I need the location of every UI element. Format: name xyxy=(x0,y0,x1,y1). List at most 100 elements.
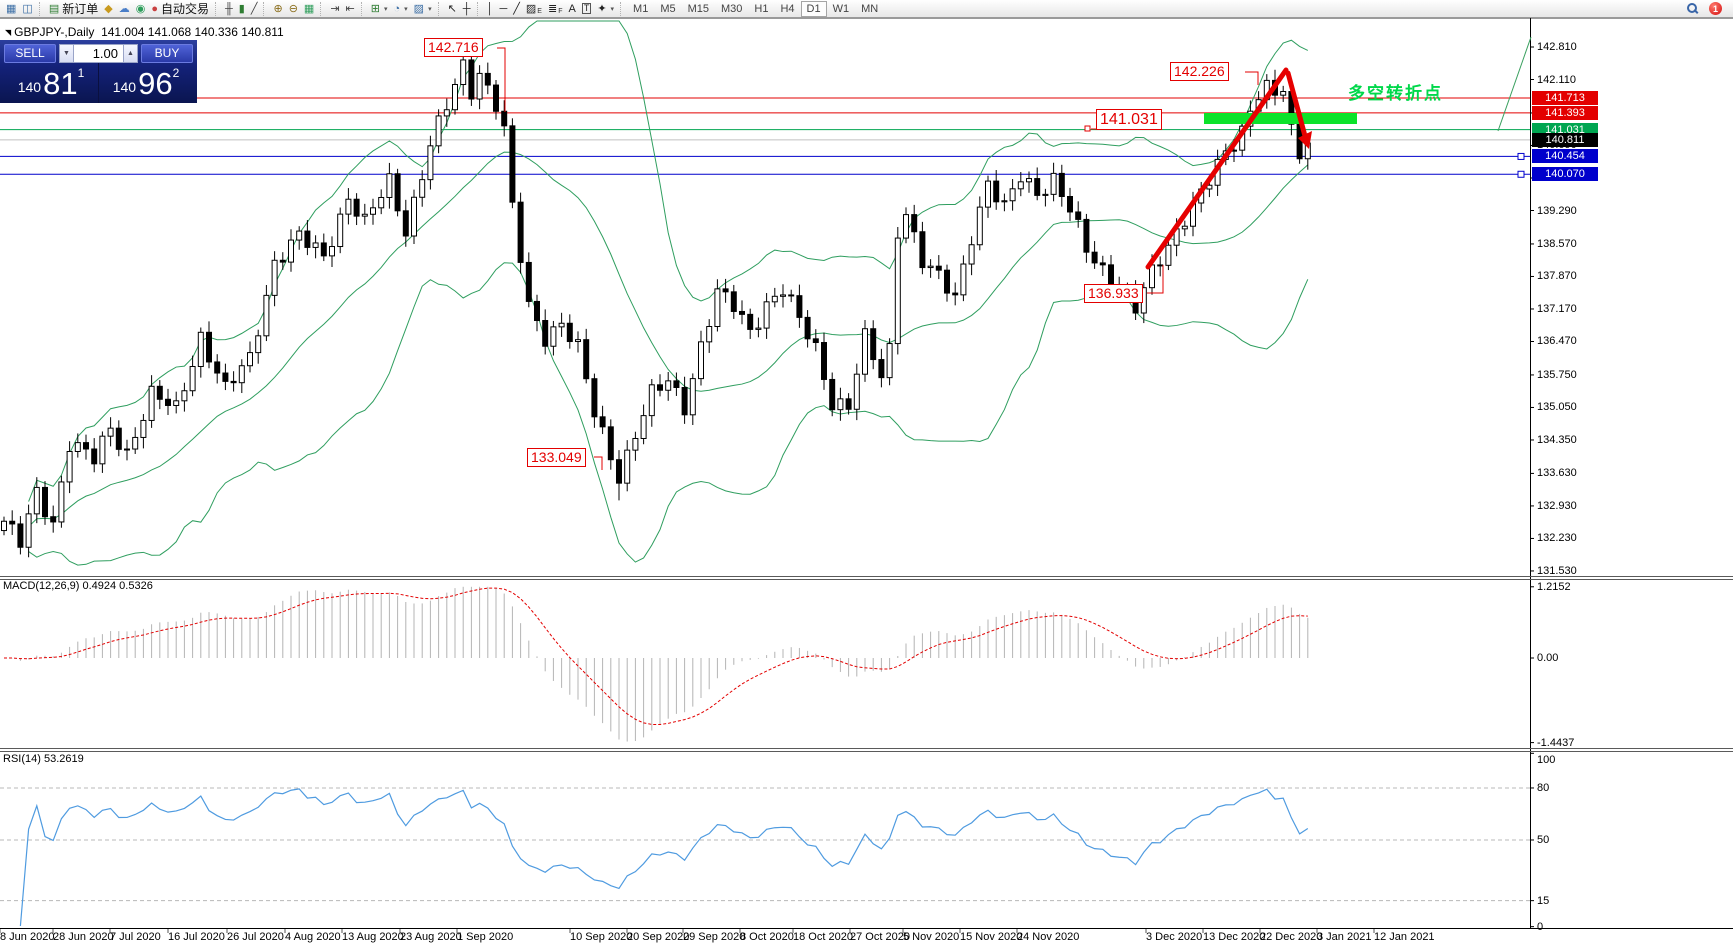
date-label: 12 Jan 2021 xyxy=(1374,931,1435,943)
volume-decrease-button[interactable]: ▼ xyxy=(59,43,74,63)
add-indicator-dropdown-icon[interactable]: ▾ xyxy=(383,5,388,13)
timeframe-H4[interactable]: H4 xyxy=(780,2,795,15)
candle-body xyxy=(115,427,122,450)
timeframe-H1[interactable]: H1 xyxy=(754,2,769,15)
date-label: 13 Dec 2020 xyxy=(1203,931,1266,943)
chart-line-button[interactable]: ╱ xyxy=(248,1,261,17)
periods-icon: ◔ xyxy=(393,2,401,15)
volume-value[interactable]: 1.00 xyxy=(74,43,123,63)
annotation-marker[interactable] xyxy=(1084,125,1091,132)
timeframe-D1[interactable]: D1 xyxy=(800,0,827,17)
new-chart-button[interactable]: ▦ xyxy=(3,1,19,17)
profiles-button[interactable]: ◫ xyxy=(19,1,35,17)
timeframe-MN[interactable]: MN xyxy=(861,2,879,15)
chart-shift-button[interactable]: ⇤ xyxy=(343,1,358,17)
timeframe-M5[interactable]: M5 xyxy=(660,2,676,15)
trend-arrow[interactable] xyxy=(1285,70,1308,139)
auto-scroll-button[interactable]: ⇥ xyxy=(327,1,342,17)
candle-body xyxy=(460,59,467,86)
rsi-label: RSI(14) 53.2619 xyxy=(3,753,84,765)
arrows-tool-button[interactable]: ✦ ▾ xyxy=(594,1,617,17)
trendline-icon: ╱ xyxy=(513,2,520,15)
sell-price[interactable]: 140 81 1 xyxy=(4,63,98,103)
cursor-button[interactable]: ↖ xyxy=(445,1,460,17)
candle-body xyxy=(1001,200,1008,203)
trend-arrow[interactable] xyxy=(1145,67,1289,270)
community-button[interactable]: ☁ xyxy=(116,1,133,17)
green-trendline-fragment[interactable] xyxy=(1497,36,1532,132)
chart-candles-button[interactable]: ▮ xyxy=(236,1,248,17)
annotation-142.226[interactable]: 142.226 xyxy=(1170,62,1229,81)
candle-body xyxy=(788,294,795,297)
new-order-button[interactable]: ▤ 新订单 xyxy=(46,1,101,17)
signals-button[interactable]: ◉ xyxy=(133,1,149,17)
equidistant-channel-button[interactable]: ▨ E xyxy=(523,1,545,17)
arrows-tool-dropdown-icon[interactable]: ▾ xyxy=(610,5,615,13)
annotation-connector xyxy=(1147,265,1164,294)
new-chart-icon: ▦ xyxy=(6,2,17,15)
chart-candles-icon: ▮ xyxy=(238,2,245,15)
zoom-in-button[interactable]: ⊕ xyxy=(270,1,285,17)
add-indicator-button[interactable]: ⊞ ▾ xyxy=(368,1,391,17)
candle-body xyxy=(648,384,655,417)
timeframe-M30[interactable]: M30 xyxy=(721,2,743,15)
candle-body xyxy=(91,448,98,465)
candle-body xyxy=(1165,244,1172,266)
notification-badge[interactable]: 1 xyxy=(1709,2,1722,15)
candle-body xyxy=(747,313,754,330)
chart-bars-button[interactable]: ╫ xyxy=(222,1,236,17)
tile-windows-button[interactable]: ▦ xyxy=(301,1,317,17)
annotation-141.031[interactable]: 141.031 xyxy=(1096,109,1162,131)
annotation-136.933[interactable]: 136.933 xyxy=(1084,284,1143,303)
vertical-line-button[interactable]: │ xyxy=(484,1,497,17)
candle-body xyxy=(1067,196,1073,213)
templates-dropdown-icon[interactable]: ▾ xyxy=(428,5,432,13)
timeframe-M15[interactable]: M15 xyxy=(687,2,710,15)
toolbar-separator xyxy=(437,1,442,16)
sell-button[interactable]: SELL xyxy=(4,43,56,63)
trend-arrow-head[interactable] xyxy=(1298,131,1312,149)
drawn-hline-handle[interactable] xyxy=(1517,170,1525,178)
drawn-hline-handle[interactable] xyxy=(1517,152,1525,160)
candle-body xyxy=(870,328,877,361)
timeframe-W1[interactable]: W1 xyxy=(832,2,850,15)
horizontal-line-button[interactable]: ─ xyxy=(496,1,510,17)
search-icon[interactable] xyxy=(1686,2,1699,15)
buy-price[interactable]: 140 96 2 xyxy=(98,63,193,103)
price-badge-140.811: 140.811 xyxy=(1532,132,1598,147)
periods-button[interactable]: ◔ ▾ xyxy=(390,1,410,17)
timeframe-M1[interactable]: M1 xyxy=(633,2,649,15)
annotation-133.049[interactable]: 133.049 xyxy=(527,448,586,467)
autotrading-button[interactable]: ● 自动交易 xyxy=(148,1,212,17)
zoom-out-button[interactable]: ⊖ xyxy=(286,1,301,17)
candle-body xyxy=(148,385,155,421)
candle-body xyxy=(509,125,516,203)
publish-chart-button[interactable]: ◆ xyxy=(101,1,115,17)
fibonacci-button[interactable]: ≣ F xyxy=(545,1,566,17)
date-label: 13 Aug 2020 xyxy=(342,931,404,943)
candle-body xyxy=(17,523,24,548)
date-label: 1 Sep 2020 xyxy=(457,931,514,943)
candle-body xyxy=(853,373,860,410)
price-tick-132.930: 132.930 xyxy=(1537,499,1577,512)
buy-button[interactable]: BUY xyxy=(141,43,193,63)
candle-body xyxy=(386,173,393,198)
new-order-label: 新订单 xyxy=(62,2,99,16)
text-label-button[interactable]: T xyxy=(579,1,595,17)
candle-body xyxy=(862,328,868,375)
annotation-connector xyxy=(1245,71,1259,85)
volume-increase-button[interactable]: ▲ xyxy=(123,43,138,63)
text-button[interactable]: A xyxy=(565,1,578,17)
toolbar-separator xyxy=(38,1,43,16)
candle-body xyxy=(657,384,663,391)
pivot-highlight-bar[interactable] xyxy=(1204,113,1357,124)
templates-button[interactable]: ▨ ▾ xyxy=(411,1,435,17)
candle-body xyxy=(534,300,540,322)
trendline-button[interactable]: ╱ xyxy=(510,1,523,17)
templates-icon: ▨ xyxy=(413,2,425,15)
annotation-142.716[interactable]: 142.716 xyxy=(424,38,483,57)
candle-body xyxy=(730,291,737,312)
periods-dropdown-icon[interactable]: ▾ xyxy=(404,5,408,13)
crosshair-button[interactable]: ┼ xyxy=(460,1,474,17)
